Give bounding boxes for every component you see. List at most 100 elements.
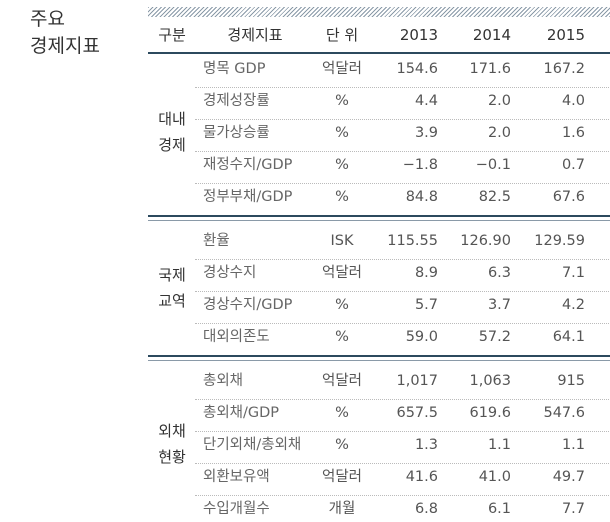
value: 1.1 (487, 437, 511, 453)
indicator-name: 경상수지 (203, 265, 257, 281)
value: 59.0 (405, 329, 438, 345)
page-title: 경제지표 (30, 35, 100, 57)
column-header: 단 위 (325, 26, 359, 44)
row-rule (195, 119, 610, 120)
value: 41.0 (478, 469, 511, 485)
unit: % (335, 297, 349, 313)
row-rule (195, 151, 610, 152)
unit: % (335, 405, 349, 421)
row-rule (195, 431, 610, 432)
value: 115.55 (387, 233, 438, 249)
indicator-name: 재정수지/GDP (203, 157, 293, 173)
value: −0.1 (475, 157, 511, 173)
unit: % (335, 329, 349, 345)
group-label: 현황 (158, 448, 186, 466)
indicator-name: 총외채/GDP (203, 405, 280, 421)
group-label: 대내 (158, 110, 186, 128)
value: 49.7 (552, 469, 585, 485)
value: 2.0 (487, 125, 511, 141)
value: 619.6 (469, 405, 511, 421)
value: 0.7 (561, 157, 585, 173)
indicator-name: 외환보유액 (203, 469, 270, 485)
value: 2.0 (487, 93, 511, 109)
column-header: 2015 (546, 26, 585, 44)
indicator-name: 정부부채/GDP (203, 189, 293, 205)
indicator-name: 대외의존도 (203, 329, 270, 345)
value: 1.3 (414, 437, 438, 453)
column-header: 2013 (399, 26, 438, 44)
row-rule (195, 259, 610, 260)
value: 5.7 (414, 297, 438, 313)
row-rule (195, 399, 610, 400)
value: 1,017 (396, 373, 438, 389)
value: 1.6 (561, 125, 585, 141)
group-label: 외채 (158, 422, 186, 440)
value: 41.6 (405, 469, 438, 485)
value: 547.6 (543, 405, 585, 421)
page-title: 주요 (30, 8, 65, 30)
unit: % (335, 157, 349, 173)
header-hatch (148, 7, 610, 17)
value: 1,063 (469, 373, 511, 389)
unit: 억달러 (321, 373, 363, 389)
value: 4.2 (561, 297, 585, 313)
value: 82.5 (478, 189, 511, 205)
indicator-name: 경제성장률 (203, 93, 270, 109)
value: 129.59 (534, 233, 585, 249)
row-rule (195, 463, 610, 464)
value: 6.3 (487, 265, 511, 281)
row-rule (195, 183, 610, 184)
value: −1.8 (402, 157, 438, 173)
unit: % (335, 93, 349, 109)
indicator-name: 총외채 (203, 373, 244, 389)
value: 167.2 (543, 61, 585, 77)
group-label: 경제 (158, 136, 186, 154)
unit: % (335, 189, 349, 205)
group-rule (148, 360, 610, 361)
group-label: 교역 (158, 292, 186, 310)
indicator-name: 환율 (203, 233, 230, 249)
column-header: 2014 (472, 26, 511, 44)
indicator-name: 수입개월수 (203, 501, 270, 517)
value: 64.1 (552, 329, 585, 345)
column-header: 구분 (158, 26, 186, 44)
value: 4.4 (414, 93, 438, 109)
value: 154.6 (396, 61, 438, 77)
header-rule (148, 52, 610, 54)
value: 7.1 (561, 265, 585, 281)
unit: % (335, 437, 349, 453)
value: 3.9 (414, 125, 438, 141)
unit: 억달러 (321, 61, 363, 77)
value: 6.8 (414, 501, 438, 517)
value: 126.90 (460, 233, 511, 249)
value: 8.9 (414, 265, 438, 281)
row-rule (195, 323, 610, 324)
value: 6.1 (487, 501, 511, 517)
value: 4.0 (561, 93, 585, 109)
indicator-name: 명목 GDP (203, 61, 266, 77)
value: 57.2 (478, 329, 511, 345)
unit: 개월 (328, 501, 356, 517)
indicator-name: 물가상승률 (203, 125, 270, 141)
value: 915 (557, 373, 585, 389)
group-rule (148, 220, 610, 221)
unit: % (335, 125, 349, 141)
row-rule (195, 87, 610, 88)
unit: 억달러 (321, 469, 363, 485)
indicator-name: 경상수지/GDP (203, 297, 293, 313)
indicator-name: 단기외채/총외채 (203, 437, 302, 453)
value: 171.6 (469, 61, 511, 77)
value: 3.7 (487, 297, 511, 313)
unit: 억달러 (321, 265, 363, 281)
value: 1.1 (561, 437, 585, 453)
row-rule (195, 291, 610, 292)
unit: ISK (330, 233, 354, 249)
value: 657.5 (396, 405, 438, 421)
row-rule (195, 495, 610, 496)
group-label: 국제 (158, 266, 186, 284)
value: 84.8 (405, 189, 438, 205)
group-rule (148, 355, 610, 357)
value: 67.6 (552, 189, 585, 205)
group-rule (148, 215, 610, 217)
